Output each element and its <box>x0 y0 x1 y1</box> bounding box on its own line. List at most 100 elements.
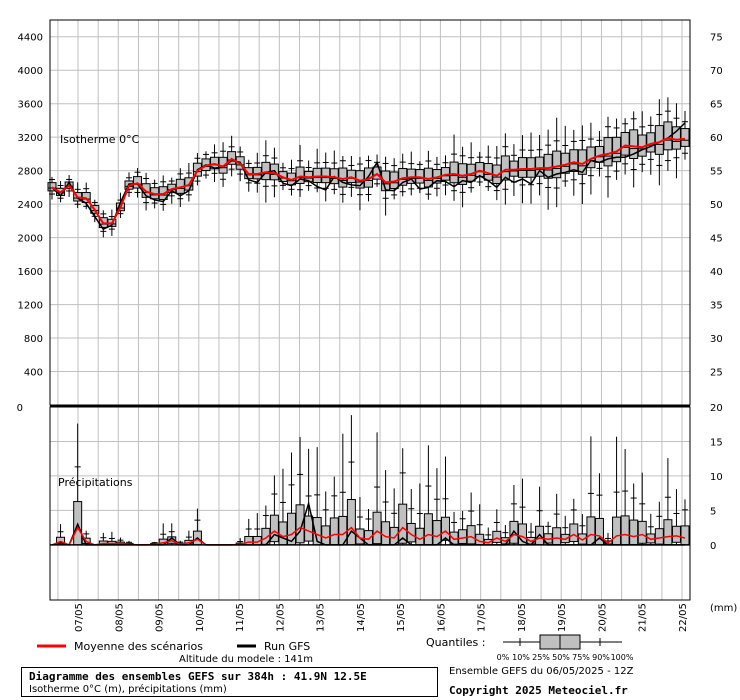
x-tick-label: 07/05 <box>74 603 85 632</box>
legend-quantile-box: 0% 10% 25% 50% 75% 90% 100% <box>497 634 634 662</box>
legend-quantile-tick: 90% <box>592 653 610 662</box>
x-tick-label: 19/05 <box>557 603 568 632</box>
box <box>406 522 416 543</box>
box <box>526 157 536 178</box>
box <box>304 515 314 542</box>
box <box>629 519 639 546</box>
y-right-tick-label: 30 <box>710 334 723 345</box>
legend-quantile-tick: 25% <box>532 653 550 662</box>
box <box>620 131 630 156</box>
box <box>612 516 622 546</box>
y-tick-label: 4400 <box>18 33 43 44</box>
chart-title: Diagramme des ensembles GEFS sur 384h : … <box>29 670 367 683</box>
box <box>500 155 510 181</box>
y-right-tick-label: 60 <box>710 133 723 144</box>
y-right-tick-label: 55 <box>710 167 723 178</box>
box <box>543 153 553 179</box>
x-tick-label: 08/05 <box>114 603 125 632</box>
box <box>680 128 690 147</box>
box <box>680 525 690 546</box>
y-precip-tick-label: 10 <box>710 472 723 483</box>
chart-subtitle: Isotherme 0°C (m), précipitations (mm) <box>29 684 227 695</box>
isotherm-lines <box>51 122 686 231</box>
legend-gfs-label: Run GFS <box>264 640 310 653</box>
box <box>552 150 562 179</box>
box <box>312 167 322 184</box>
box <box>329 517 339 546</box>
box <box>552 527 562 546</box>
box <box>269 514 279 543</box>
x-tick-label: 14/05 <box>356 603 367 632</box>
box <box>671 126 681 150</box>
x-tick-label: 18/05 <box>517 603 528 632</box>
box <box>663 121 673 151</box>
box <box>278 521 288 546</box>
precip-unit-label: (mm) <box>710 603 737 614</box>
y-tick-label: 3200 <box>18 133 43 144</box>
box <box>475 162 485 178</box>
box <box>244 535 254 546</box>
box <box>440 516 450 541</box>
y-right-tick-label: 75 <box>710 33 723 44</box>
y-right-tick-label: 50 <box>710 200 723 211</box>
box <box>671 525 681 543</box>
legend-quantile-tick: 0% <box>497 653 510 662</box>
x-tick-label: 16/05 <box>436 603 447 632</box>
legend-quantile-tick: 100% <box>611 653 634 662</box>
legend-quantile-tick: 50% <box>552 653 570 662</box>
box <box>406 168 416 184</box>
axes: 07/05 08/05 09/05 10/05 11/05 12/05 13/05 14/05… <box>17 19 723 632</box>
y-tick-label: 400 <box>24 368 43 379</box>
box <box>586 516 596 546</box>
box <box>663 519 673 546</box>
box <box>295 504 305 544</box>
box <box>637 520 647 544</box>
precip-panel-label: Précipitations <box>58 476 133 489</box>
box <box>629 129 639 160</box>
y-tick-label: 1200 <box>18 301 43 312</box>
y-right-tick-label: 40 <box>710 267 723 278</box>
legend-quantile-tick: 75% <box>572 653 590 662</box>
box <box>569 523 579 543</box>
box <box>381 521 391 546</box>
box <box>466 525 476 545</box>
x-tick-label: 13/05 <box>316 603 327 632</box>
legend-quantile-tick: 10% <box>512 653 530 662</box>
y-right-tick-label: 70 <box>710 66 723 77</box>
box <box>415 527 425 546</box>
box <box>517 157 527 178</box>
isotherm-panel-label: Isotherme 0°C <box>60 133 140 146</box>
ensemble-run-text: Ensemble GEFS du 06/05/2025 - 12Z <box>449 666 634 677</box>
legend-mean-label: Moyenne des scénarios <box>74 640 203 653</box>
y-right-tick-label: 65 <box>710 100 723 111</box>
x-tick-label: 10/05 <box>195 603 206 632</box>
x-tick-label: 11/05 <box>235 603 246 632</box>
y-tick-label: 1600 <box>18 267 43 278</box>
isotherm-boxes <box>47 97 690 238</box>
y-right-tick-label: 25 <box>710 368 723 379</box>
box <box>492 530 502 543</box>
altitude-text: Altitude du modele : 141m <box>179 654 313 665</box>
grid <box>50 20 690 600</box>
y-precip-tick-label: 0 <box>710 541 716 552</box>
x-tick-label: 12/05 <box>275 603 286 632</box>
box <box>569 149 579 172</box>
x-tick-label: 17/05 <box>477 603 488 632</box>
box <box>449 161 459 184</box>
y-precip-tick-label: 15 <box>710 437 723 448</box>
legend-quantiles-label: Quantiles : <box>426 636 485 649</box>
box <box>355 528 365 545</box>
precip-boxes <box>56 415 690 546</box>
y-precip-tick-label: 20 <box>710 403 723 414</box>
y-tick-label: 2400 <box>18 200 43 211</box>
box <box>295 166 305 184</box>
top-panel-frame <box>49 19 691 406</box>
box <box>372 511 382 545</box>
x-tick-label: 21/05 <box>638 603 649 632</box>
x-tick-label: 09/05 <box>155 603 166 632</box>
copyright-text: Copyright 2025 Meteociel.fr <box>449 684 628 697</box>
box <box>321 525 331 546</box>
y-right-tick-label: 35 <box>710 301 723 312</box>
y-tick-label: 2800 <box>18 167 43 178</box>
